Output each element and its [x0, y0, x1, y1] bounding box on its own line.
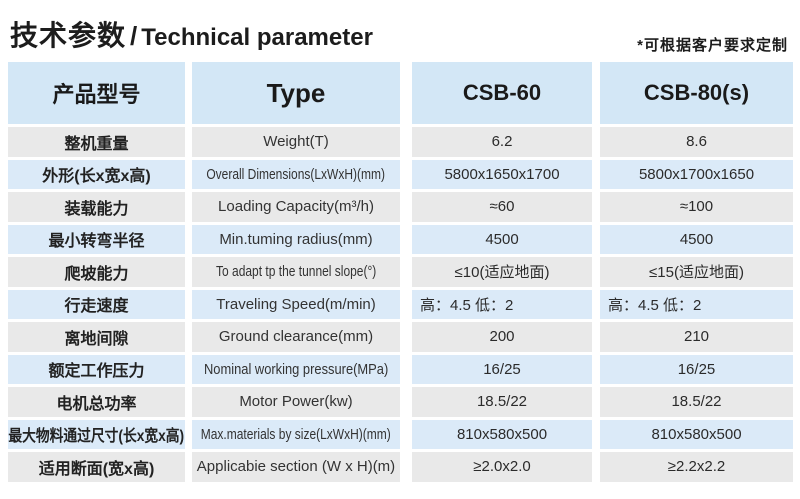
row-label-zh: 行走速度 — [8, 289, 185, 319]
customization-note: *可根据客户要求定制 — [637, 37, 788, 54]
row-value-csb80s: ≥2.2x2.2 — [600, 452, 793, 482]
row-label-en: Weight(T) — [192, 127, 400, 157]
row-label-zh: 最小转弯半径 — [8, 224, 185, 254]
row-label-en: Max.materials by size(LxWxH)(mm) — [192, 419, 400, 449]
row-value-csb60: ≥2.0x2.0 — [412, 452, 592, 482]
row-value-csb60: 16/25 — [412, 354, 592, 384]
table-row-weight: 整机重量 Weight(T) 6.2 8.6 — [8, 127, 793, 157]
row-label-zh: 整机重量 — [8, 127, 185, 157]
header-product-model: 产品型号 — [8, 62, 185, 124]
header-csb-80s: CSB-80(s) — [600, 62, 793, 124]
row-label-zh: 适用断面(宽x高) — [8, 452, 185, 482]
table-row-nominal-working-pressure: 额定工作压力 Nominal working pressure(MPa) 16/… — [8, 354, 793, 384]
title-separator: / — [130, 21, 138, 51]
table-row-tunnel-slope: 爬坡能力 To adapt tp the tunnel slope(°) ≤10… — [8, 257, 793, 287]
row-value-csb60: 高：4.5 低：2 — [412, 289, 592, 319]
row-label-zh: 外形(长x宽x高) — [8, 159, 185, 189]
page-title-english: Technical parameter — [141, 24, 373, 51]
row-value-csb60: 810x580x500 — [412, 419, 592, 449]
row-value-csb60: ≈60 — [412, 192, 592, 222]
row-value-csb60: 5800x1650x1700 — [412, 159, 592, 189]
table-row-traveling-speed: 行走速度 Traveling Speed(m/min) 高：4.5 低：2 高：… — [8, 289, 793, 319]
row-label-en: Nominal working pressure(MPa) — [192, 354, 400, 384]
row-label-en: To adapt tp the tunnel slope(°) — [192, 257, 400, 287]
row-label-en: Overall Dimensions(LxWxH)(mm) — [192, 159, 400, 189]
row-value-csb80s: 8.6 — [600, 127, 793, 157]
table-row-min-turning-radius: 最小转弯半径 Min.tuming radius(mm) 4500 4500 — [8, 224, 793, 254]
row-label-en: Min.tuming radius(mm) — [192, 224, 400, 254]
row-value-csb80s: 810x580x500 — [600, 419, 793, 449]
row-label-en: Motor Power(kw) — [192, 387, 400, 417]
row-value-csb80s: 高：4.5 低：2 — [600, 289, 793, 319]
table-row-motor-power: 电机总功率 Motor Power(kw) 18.5/22 18.5/22 — [8, 387, 793, 417]
row-label-en: Ground clearance(mm) — [192, 322, 400, 352]
row-value-csb80s: 5800x1700x1650 — [600, 159, 793, 189]
row-value-csb80s: 4500 — [600, 224, 793, 254]
table-row-ground-clearance: 离地间隙 Ground clearance(mm) 200 210 — [8, 322, 793, 352]
row-value-csb80s: ≤15(适应地面) — [600, 257, 793, 287]
row-label-zh: 最大物料通过尺寸(长x宽x高) — [8, 419, 185, 449]
technical-parameter-table: 产品型号 Type CSB-60 CSB-80(s) 整机重量 Weight(T… — [8, 62, 793, 482]
row-value-csb60: 6.2 — [412, 127, 592, 157]
row-label-zh: 电机总功率 — [8, 387, 185, 417]
table-row-max-material-size: 最大物料通过尺寸(长x宽x高) Max.materials by size(Lx… — [8, 419, 793, 449]
row-value-csb80s: 210 — [600, 322, 793, 352]
row-value-csb80s: 18.5/22 — [600, 387, 793, 417]
page-title: 技术参数 / Technical parameter — [10, 14, 373, 54]
table-row-applicable-section: 适用断面(宽x高) Applicabie section (W x H)(m) … — [8, 452, 793, 482]
row-value-csb80s: ≈100 — [600, 192, 793, 222]
table-header-row: 产品型号 Type CSB-60 CSB-80(s) — [8, 62, 793, 124]
row-label-en: Traveling Speed(m/min) — [192, 289, 400, 319]
row-label-zh: 装载能力 — [8, 192, 185, 222]
row-label-en: Applicabie section (W x H)(m) — [192, 452, 400, 482]
header-csb-60: CSB-60 — [412, 62, 592, 124]
table-row-overall-dimensions: 外形(长x宽x高) Overall Dimensions(LxWxH)(mm) … — [8, 159, 793, 189]
row-label-zh: 离地间隙 — [8, 322, 185, 352]
row-label-zh: 额定工作压力 — [8, 354, 185, 384]
table-row-loading-capacity: 装载能力 Loading Capacity(m³/h) ≈60 ≈100 — [8, 192, 793, 222]
header-type: Type — [192, 62, 400, 124]
row-value-csb60: 4500 — [412, 224, 592, 254]
page-title-chinese: 技术参数 — [10, 20, 127, 51]
row-label-zh: 爬坡能力 — [8, 257, 185, 287]
row-value-csb60: 200 — [412, 322, 592, 352]
row-value-csb60: ≤10(适应地面) — [412, 257, 592, 287]
row-value-csb80s: 16/25 — [600, 354, 793, 384]
row-value-csb60: 18.5/22 — [412, 387, 592, 417]
row-label-en: Loading Capacity(m³/h) — [192, 192, 400, 222]
